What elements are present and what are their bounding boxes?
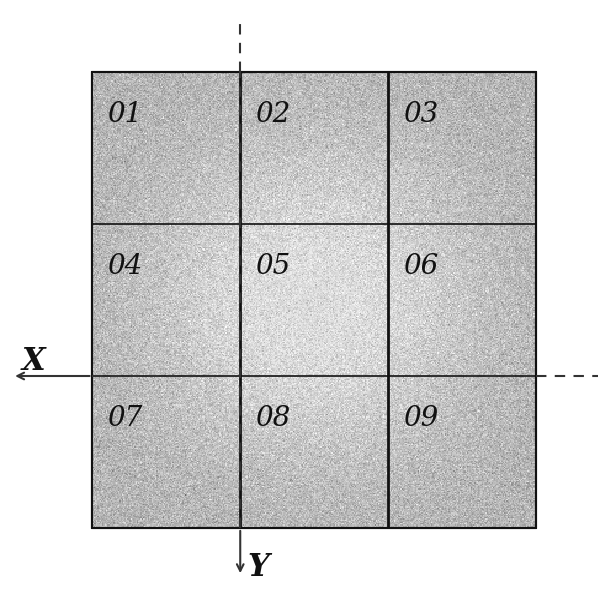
Text: Y: Y: [248, 551, 270, 583]
Text: 04: 04: [107, 253, 142, 280]
Text: X: X: [22, 346, 46, 377]
Bar: [92, 72, 536, 528]
Text: 02: 02: [255, 101, 290, 128]
Text: 01: 01: [107, 101, 142, 128]
Text: 05: 05: [255, 253, 290, 280]
Text: 07: 07: [107, 405, 142, 432]
Text: 03: 03: [403, 101, 438, 128]
Text: 09: 09: [403, 405, 438, 432]
Text: 06: 06: [403, 253, 438, 280]
Text: 08: 08: [255, 405, 290, 432]
